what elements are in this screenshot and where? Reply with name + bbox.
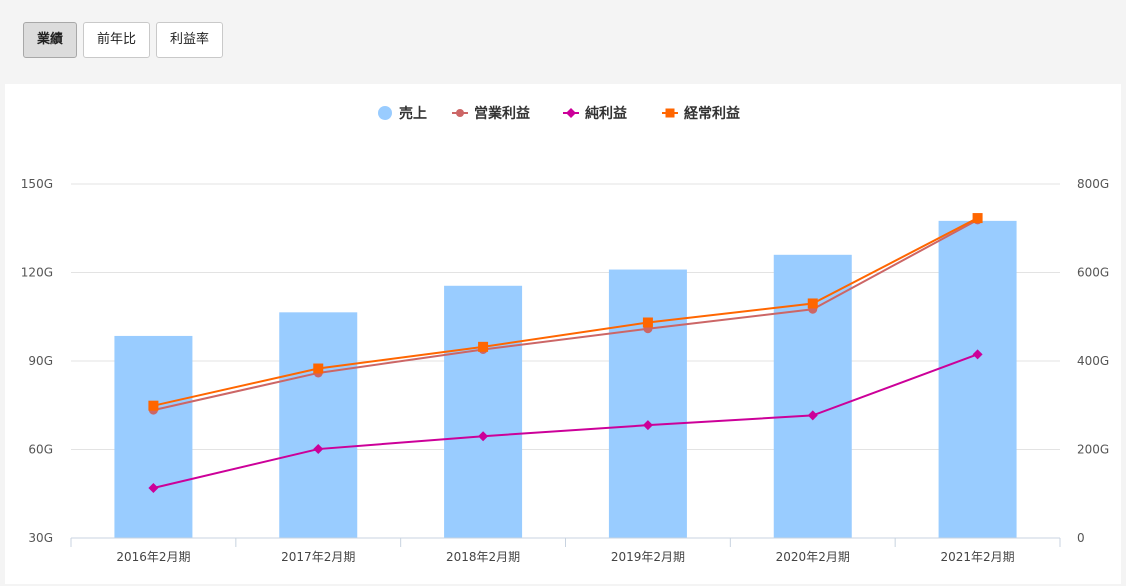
- tab-bar: 業績 前年比 利益率: [23, 22, 224, 58]
- legend-marker-営業利益: [456, 109, 464, 117]
- series-line-営業利益: [153, 218, 979, 412]
- legend-marker-売上: [378, 106, 392, 120]
- left-axis-tick-label: 120G: [21, 266, 53, 280]
- right-axis-tick-label: 200G: [1077, 443, 1109, 457]
- legend-label: 純利益: [585, 105, 627, 122]
- right-axis-tick-label: 400G: [1077, 354, 1109, 368]
- legend-label: 売上: [399, 105, 427, 122]
- left-axis-tick-label: 30G: [28, 531, 53, 545]
- legend-marker-経常利益: [665, 108, 675, 118]
- bar-2016年2月期: [114, 335, 193, 538]
- category-label: 2020年2月期: [776, 550, 850, 564]
- series-line-経常利益: [153, 217, 979, 407]
- left-axis-tick-label: 90G: [28, 354, 53, 368]
- right-axis-tick-label: 600G: [1077, 266, 1109, 280]
- category-label: 2016年2月期: [116, 550, 190, 564]
- series-line-純利益: [153, 353, 978, 489]
- bar-2017年2月期: [279, 312, 358, 538]
- left-axis-tick-label: 150G: [21, 177, 53, 191]
- data-point-純利益: [642, 420, 653, 431]
- data-point-経常利益: [807, 298, 818, 309]
- tab-year-over-year[interactable]: 前年比: [83, 22, 151, 58]
- category-label: 2017年2月期: [281, 550, 355, 564]
- category-label: 2018年2月期: [446, 550, 520, 564]
- data-point-経常利益: [148, 400, 159, 411]
- right-axis-tick-label: 800G: [1077, 177, 1109, 191]
- data-point-純利益: [148, 482, 159, 493]
- data-point-経常利益: [313, 363, 324, 374]
- category-label: 2019年2月期: [611, 550, 685, 564]
- tab-performance[interactable]: 業績: [23, 22, 78, 58]
- legend-label: 営業利益: [474, 105, 530, 122]
- data-point-純利益: [972, 349, 983, 360]
- chart-panel: 30G 60G 90G 120G 150G 0 200G 400G 600G 800G 2016年2…: [5, 84, 1121, 584]
- left-axis-tick-label: 60G: [28, 443, 53, 457]
- data-point-経常利益: [478, 341, 489, 352]
- data-point-経常利益: [642, 317, 653, 328]
- combo-chart: 30G 60G 90G 120G 150G 0 200G 400G 600G 800G 2016年2…: [21, 105, 1109, 564]
- bar-2020年2月期: [773, 254, 852, 539]
- category-label: 2021年2月期: [940, 550, 1014, 564]
- bar-2018年2月期: [444, 285, 523, 538]
- data-point-経常利益: [972, 213, 983, 224]
- data-point-純利益: [807, 410, 818, 421]
- tab-profit-margin[interactable]: 利益率: [156, 22, 224, 58]
- data-point-純利益: [313, 444, 324, 455]
- right-axis-tick-label: 0: [1077, 531, 1085, 545]
- bar-2021年2月期: [938, 220, 1017, 538]
- legend-marker-純利益: [566, 108, 576, 118]
- bar-2019年2月期: [608, 269, 687, 538]
- data-point-純利益: [478, 431, 489, 442]
- legend-label: 経常利益: [684, 105, 740, 122]
